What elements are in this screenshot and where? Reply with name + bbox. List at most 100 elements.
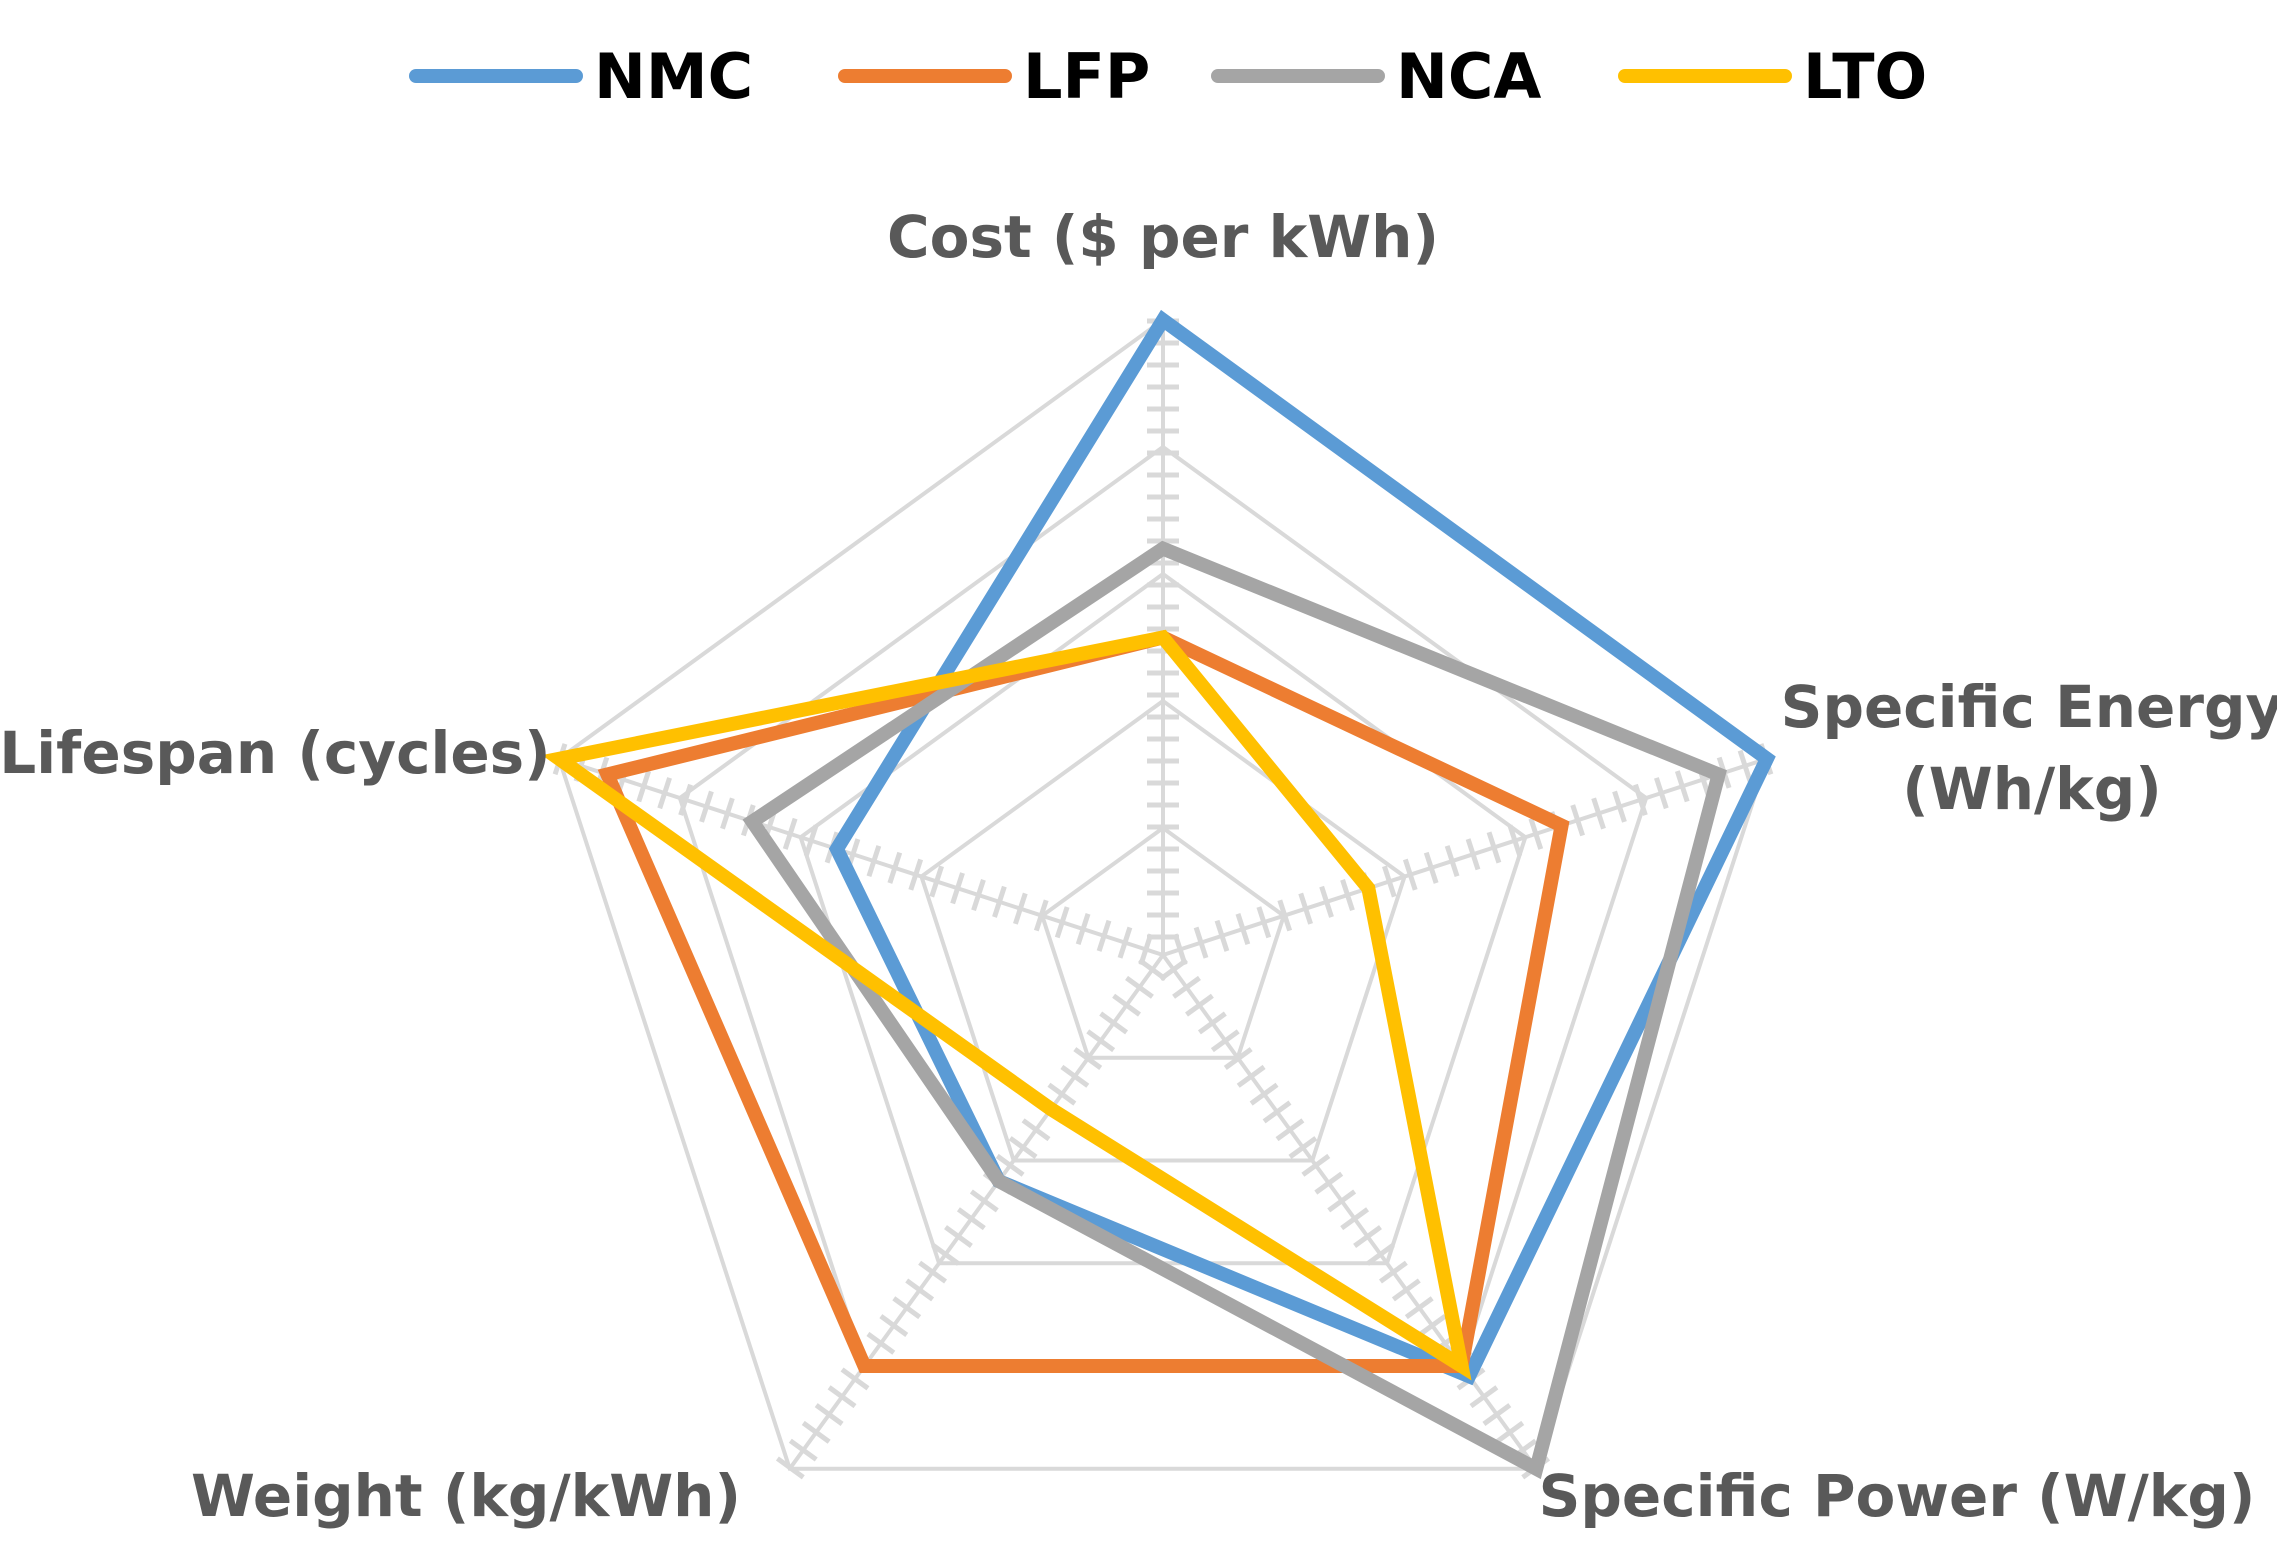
axis-tick [1340, 1207, 1370, 1231]
axis-tick [1353, 1225, 1382, 1248]
axis-tick [1482, 1403, 1512, 1426]
axis-tick [840, 1367, 870, 1391]
axis-tick [1737, 749, 1753, 782]
axis-tick [1654, 777, 1669, 810]
radar-series [541, 309, 1776, 1480]
axis-tick [1591, 797, 1606, 830]
series-lto [541, 629, 1472, 1381]
axis-tick [1214, 919, 1230, 952]
legend-item-lto: LTO [1618, 40, 1927, 113]
axis-tick [1469, 1385, 1499, 1409]
axis-tick [1417, 1314, 1447, 1337]
axis-tick [918, 1260, 948, 1284]
axis-tick [1486, 831, 1502, 864]
legend: NMC LFP NCA LTO [409, 40, 1927, 113]
axis-tick [905, 1278, 935, 1302]
axis-tick [950, 872, 965, 905]
axis-label-line: Cost ($ per kWh) [887, 203, 1439, 271]
axis-tick [892, 1296, 922, 1320]
axis-tick [1366, 1242, 1395, 1266]
axis-tick [1193, 926, 1209, 959]
axis-label-line: (Wh/kg) [1902, 755, 2162, 823]
axis-tick [1298, 892, 1313, 925]
axis-label-specific-power-w-kg: Specific Power (W/kg) [1539, 1462, 2256, 1530]
axis-tick [1021, 1118, 1051, 1142]
axis-tick [1054, 906, 1070, 939]
axis-tick [1185, 993, 1214, 1017]
axis-tick [803, 824, 819, 857]
axis-tick [720, 797, 735, 830]
axis-tick [866, 1331, 896, 1355]
spoke-weight-kg-kwh [788, 953, 1165, 1470]
axis-tick [1288, 1136, 1318, 1159]
axis-tick [1235, 913, 1251, 946]
axis-labels: Cost ($ per kWh) Specific Energy (Wh/kg) Sp… [0, 203, 2277, 1530]
grid-ring-2 [919, 698, 1407, 1163]
legend-label-nca: NCA [1396, 40, 1541, 113]
axis-tick [1117, 926, 1133, 959]
axis-tick [1423, 851, 1439, 884]
axis-tick [1301, 1153, 1331, 1177]
axis-tick [1507, 824, 1523, 857]
axis-tick [995, 1153, 1025, 1177]
axis-tick [969, 1189, 999, 1213]
axis-tick [1340, 879, 1355, 912]
axis-tick [788, 1438, 818, 1462]
axis-tick [1099, 1011, 1129, 1035]
axis-tick [1402, 858, 1418, 891]
axis-tick [1172, 975, 1201, 999]
legend-label-lfp: LFP [1023, 40, 1150, 113]
axis-tick [1327, 1189, 1357, 1213]
axis-tick [1256, 906, 1272, 939]
axis-tick [1112, 993, 1141, 1017]
series-nca [742, 540, 1727, 1480]
axis-tick [636, 770, 652, 803]
legend-label-lto: LTO [1803, 40, 1927, 113]
axis-tick [814, 1403, 844, 1426]
axis-label-weight-kg-kwh: Weight (kg/kWh) [191, 1462, 741, 1530]
axis-tick [1013, 892, 1028, 925]
axis-tick [1277, 899, 1293, 932]
axis-tick [1033, 899, 1049, 932]
axis-tick [678, 783, 693, 816]
axis-tick [866, 845, 882, 878]
axis-tick [1223, 1047, 1253, 1070]
axis-tick [1444, 845, 1460, 878]
axis-tick [1404, 1296, 1434, 1320]
radar-grid [552, 317, 1774, 1480]
axis-tick [1008, 1136, 1038, 1159]
axis-label-cost-per-kwh: Cost ($ per kWh) [887, 203, 1439, 271]
series-lfp [597, 630, 1570, 1373]
axis-tick [801, 1420, 831, 1444]
axis-tick [1125, 975, 1154, 999]
legend-label-nmc: NMC [594, 40, 753, 113]
axis-tick [1060, 1064, 1090, 1088]
legend-item-nmc: NMC [409, 40, 753, 113]
grid-ring-1 [1039, 825, 1287, 1060]
axis-tick [1391, 1278, 1421, 1302]
axis-tick [699, 790, 714, 823]
axis-tick [879, 1314, 909, 1337]
axis-tick [1249, 1082, 1279, 1106]
axis-tick [1086, 1029, 1116, 1053]
axis-tick [1138, 933, 1154, 966]
axis-tick [971, 879, 986, 912]
axis-tick [1197, 1011, 1227, 1035]
axis-label-line: Lifespan (cycles) [0, 719, 551, 787]
axis-label-line: Specific Power (W/kg) [1539, 1462, 2256, 1530]
axis-tick [1275, 1118, 1305, 1142]
axis-tick [657, 777, 672, 810]
axis-tick [956, 1207, 986, 1231]
axis-tick [931, 1242, 960, 1266]
axis-tick [944, 1225, 973, 1248]
series-nmc [828, 309, 1776, 1386]
axis-tick [1314, 1171, 1344, 1195]
axis-tick [1047, 1082, 1077, 1106]
axis-tick [782, 817, 798, 850]
axis-tick [1378, 1260, 1408, 1284]
axis-tick [908, 858, 924, 891]
axis-tick [1319, 885, 1334, 918]
axis-label-specific-energy-wh-kg: Specific Energy (Wh/kg) [1781, 673, 2277, 823]
